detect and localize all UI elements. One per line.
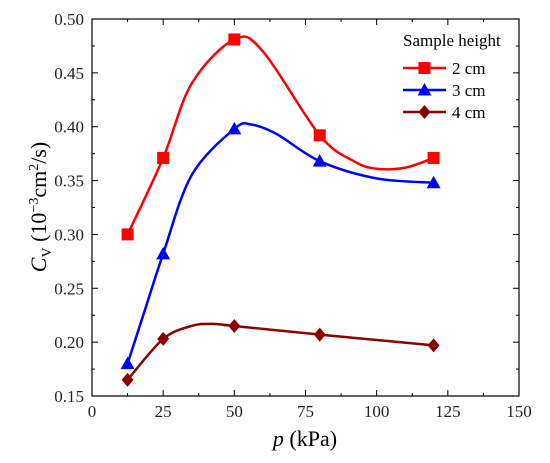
data-point [157, 331, 170, 346]
data-point [121, 228, 134, 241]
y-tick-label: 0.25 [54, 279, 84, 298]
data-point [120, 356, 135, 370]
y-tick-label: 0.30 [54, 225, 84, 244]
x-tick-label: 125 [435, 402, 461, 421]
x-tick-label: 75 [297, 402, 314, 421]
data-point [228, 318, 241, 333]
y-tick-label: 0.40 [54, 118, 84, 137]
y-tick-label: 0.15 [54, 387, 84, 406]
x-tick-label: 100 [364, 402, 390, 421]
data-point [313, 327, 326, 342]
data-point [313, 129, 326, 142]
axis-ticks: 0 25 50 75 100 125 150 0.15 0.20 0.25 0.30 0.35 0.40… [54, 10, 532, 421]
data-point [427, 151, 440, 164]
legend: Sample height 2 cm 3 cm 4 cm [403, 31, 501, 122]
data-point [157, 151, 170, 164]
data-point [121, 372, 134, 387]
series-3cm [120, 121, 441, 370]
series-4cm [121, 318, 440, 387]
series-2cm [121, 33, 440, 241]
y-tick-label: 0.35 [54, 172, 84, 191]
legend-marker [418, 105, 431, 119]
x-tick-label: 150 [506, 402, 532, 421]
x-tick-label: 25 [155, 402, 172, 421]
legend-label: 3 cm [452, 81, 486, 100]
x-tick-label: 50 [226, 402, 243, 421]
x-tick-label: 0 [88, 402, 97, 421]
y-axis-title: CV (10−3cm2/s) [26, 142, 55, 272]
x-axis-title: p (kPa) [271, 426, 337, 451]
legend-title: Sample height [403, 31, 501, 50]
y-tick-label: 0.20 [54, 333, 84, 352]
data-point [312, 154, 327, 167]
data-point [228, 33, 241, 46]
legend-marker [418, 62, 431, 74]
legend-marker [417, 83, 432, 96]
series-line [126, 322, 434, 381]
data-point [227, 121, 242, 135]
y-tick-label: 0.45 [54, 64, 84, 83]
legend-label: 4 cm [452, 103, 486, 122]
y-tick-label: 0.50 [54, 10, 84, 29]
series-line [126, 35, 435, 235]
series-line [126, 121, 434, 365]
series-layer [120, 33, 441, 387]
data-point [156, 246, 171, 260]
data-point [426, 175, 441, 189]
legend-label: 2 cm [452, 59, 486, 78]
data-point [427, 338, 440, 353]
